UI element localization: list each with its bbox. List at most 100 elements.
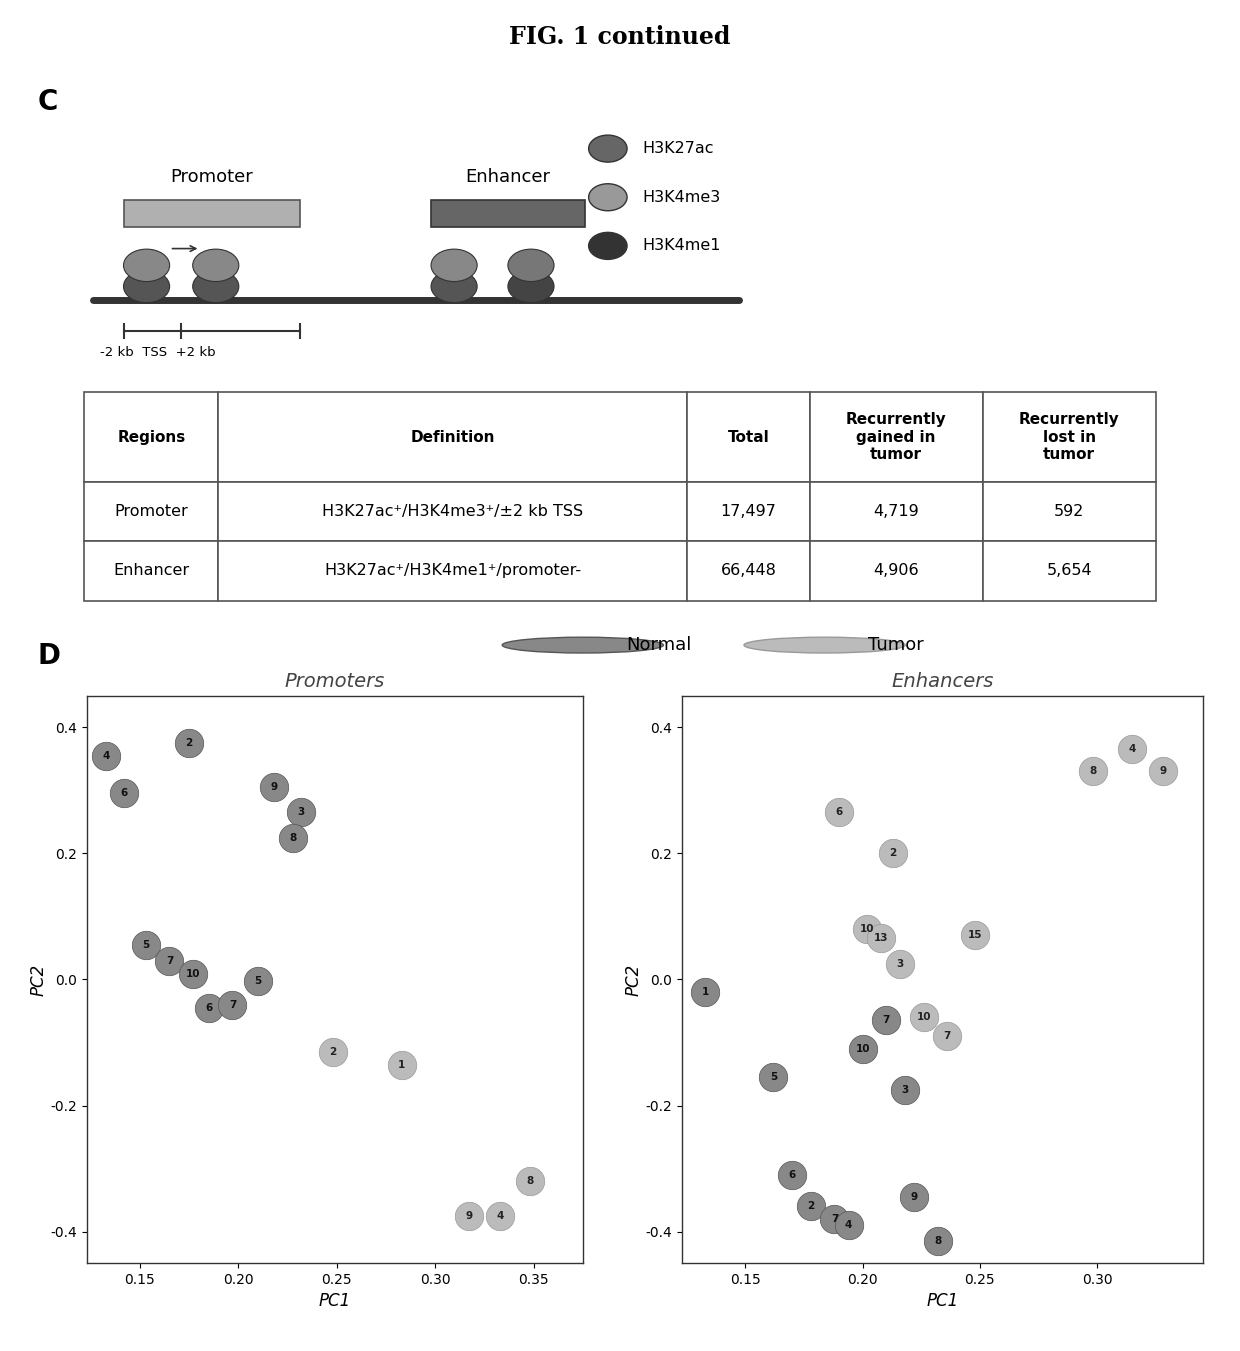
Point xyxy=(895,1079,915,1101)
Point xyxy=(830,801,849,823)
Circle shape xyxy=(124,270,170,303)
Point xyxy=(872,928,892,950)
Circle shape xyxy=(508,270,554,303)
Point xyxy=(928,1231,947,1252)
Circle shape xyxy=(192,270,239,303)
Text: 5: 5 xyxy=(143,940,150,950)
Circle shape xyxy=(124,249,170,281)
Text: FIG. 1 continued: FIG. 1 continued xyxy=(510,26,730,49)
Point xyxy=(184,963,203,985)
Title: Promoters: Promoters xyxy=(285,673,384,692)
Point xyxy=(284,827,304,848)
Point xyxy=(1083,761,1102,782)
Text: 5: 5 xyxy=(770,1073,777,1082)
Text: 8: 8 xyxy=(934,1236,941,1246)
Text: 7: 7 xyxy=(883,1016,890,1025)
Text: 7: 7 xyxy=(166,955,174,966)
Text: 6: 6 xyxy=(120,789,128,798)
Point xyxy=(877,1009,897,1031)
Circle shape xyxy=(502,638,663,653)
Text: 8: 8 xyxy=(526,1177,533,1186)
Point xyxy=(490,1205,510,1227)
X-axis label: PC1: PC1 xyxy=(319,1293,351,1310)
Point xyxy=(853,1038,873,1059)
X-axis label: PC1: PC1 xyxy=(926,1293,959,1310)
Text: 4: 4 xyxy=(103,751,110,761)
Point xyxy=(198,997,218,1019)
Point xyxy=(764,1066,784,1088)
Point xyxy=(904,1186,924,1208)
Title: Enhancers: Enhancers xyxy=(892,673,993,692)
Text: 7: 7 xyxy=(228,1000,236,1009)
Text: Tumor: Tumor xyxy=(868,636,924,654)
Point xyxy=(1122,739,1142,761)
Circle shape xyxy=(192,249,239,281)
Text: 3: 3 xyxy=(298,808,305,817)
Text: 9: 9 xyxy=(910,1192,918,1202)
Text: 2: 2 xyxy=(807,1201,815,1212)
Text: C: C xyxy=(37,88,57,116)
Text: H3K4me3: H3K4me3 xyxy=(642,189,720,205)
FancyBboxPatch shape xyxy=(432,200,585,227)
Point xyxy=(838,1215,858,1236)
Point xyxy=(136,934,156,955)
Point xyxy=(914,1006,934,1028)
Text: D: D xyxy=(37,642,61,670)
Point xyxy=(264,777,284,798)
Text: 2: 2 xyxy=(329,1047,336,1056)
Text: 13: 13 xyxy=(874,934,889,943)
Point xyxy=(322,1042,342,1063)
FancyBboxPatch shape xyxy=(124,200,300,227)
Text: 1: 1 xyxy=(702,988,709,997)
Text: 10: 10 xyxy=(916,1012,931,1023)
Point xyxy=(1153,761,1173,782)
Text: 7: 7 xyxy=(944,1031,951,1042)
Text: 3: 3 xyxy=(897,959,904,969)
Circle shape xyxy=(508,249,554,281)
Point xyxy=(392,1054,412,1075)
Point xyxy=(890,952,910,974)
Circle shape xyxy=(744,638,905,653)
Point xyxy=(160,950,180,971)
Text: 3: 3 xyxy=(901,1085,909,1094)
Point xyxy=(965,924,985,946)
Text: 5: 5 xyxy=(254,975,262,986)
Text: 9: 9 xyxy=(465,1210,472,1221)
Text: 2: 2 xyxy=(889,848,897,858)
Text: 10: 10 xyxy=(186,970,201,979)
Point xyxy=(97,744,117,766)
Point xyxy=(248,970,268,992)
Circle shape xyxy=(589,232,627,259)
Text: 10: 10 xyxy=(861,924,874,934)
Text: 6: 6 xyxy=(205,1002,212,1013)
Point xyxy=(291,801,311,823)
Text: 6: 6 xyxy=(789,1170,796,1179)
Text: 6: 6 xyxy=(836,808,843,817)
Text: Promoter: Promoter xyxy=(171,169,253,186)
Circle shape xyxy=(432,249,477,281)
Point xyxy=(520,1170,539,1192)
Text: 10: 10 xyxy=(856,1044,870,1054)
Point xyxy=(801,1196,821,1217)
Text: 8: 8 xyxy=(1089,766,1096,777)
Y-axis label: PC2: PC2 xyxy=(625,963,642,996)
Text: 8: 8 xyxy=(290,832,298,843)
Text: 4: 4 xyxy=(1128,744,1136,754)
Circle shape xyxy=(589,184,627,211)
Text: 4: 4 xyxy=(844,1220,852,1231)
Y-axis label: PC2: PC2 xyxy=(30,963,47,996)
Text: H3K4me1: H3K4me1 xyxy=(642,238,720,254)
Text: 9: 9 xyxy=(1159,766,1167,777)
Text: -2 kb  TSS  +2 kb: -2 kb TSS +2 kb xyxy=(100,346,216,359)
Point xyxy=(222,994,242,1016)
Text: H3K27ac: H3K27ac xyxy=(642,141,714,157)
Point xyxy=(114,782,134,804)
Text: 7: 7 xyxy=(831,1215,838,1224)
Point xyxy=(883,843,903,865)
Point xyxy=(782,1165,802,1186)
Point xyxy=(459,1205,479,1227)
Text: Normal: Normal xyxy=(626,636,692,654)
Point xyxy=(857,919,877,940)
Text: 15: 15 xyxy=(968,931,982,940)
Point xyxy=(180,732,200,754)
